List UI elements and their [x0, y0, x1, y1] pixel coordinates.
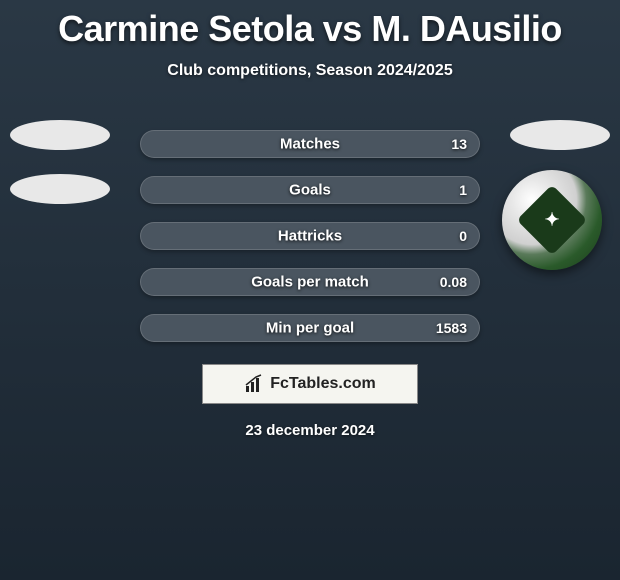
stat-label: Min per goal	[266, 320, 354, 337]
vs-text: vs	[323, 8, 362, 49]
subtitle: Club competitions, Season 2024/2025	[0, 62, 620, 80]
brand-text: FcTables.com	[270, 375, 376, 393]
club-crest: ✦	[502, 170, 602, 270]
stat-row: Goals 1	[140, 176, 480, 204]
placeholder-ellipse	[510, 120, 610, 150]
placeholder-ellipse	[10, 174, 110, 204]
player1-name: Carmine Setola	[58, 8, 313, 49]
chart-icon	[244, 374, 264, 394]
crest-icon: ✦	[544, 210, 559, 231]
right-placeholder-group	[510, 120, 610, 174]
stat-label: Goals per match	[251, 274, 369, 291]
stat-value: 0	[459, 228, 467, 244]
stat-value: 0.08	[440, 274, 467, 290]
date-text: 23 december 2024	[0, 422, 620, 439]
stat-row: Hattricks 0	[140, 222, 480, 250]
stat-label: Matches	[280, 136, 340, 153]
stat-label: Goals	[289, 182, 331, 199]
page-title: Carmine Setola vs M. DAusilio	[0, 0, 620, 50]
stat-value: 13	[451, 136, 467, 152]
stat-row: Min per goal 1583	[140, 314, 480, 342]
stat-row: Goals per match 0.08	[140, 268, 480, 296]
stat-label: Hattricks	[278, 228, 342, 245]
crest-shape: ✦	[517, 185, 588, 256]
stat-value: 1583	[436, 320, 467, 336]
left-placeholder-group	[10, 120, 110, 228]
stat-row: Matches 13	[140, 130, 480, 158]
brand-badge[interactable]: FcTables.com	[202, 364, 418, 404]
player2-name: M. DAusilio	[371, 8, 562, 49]
stat-value: 1	[459, 182, 467, 198]
placeholder-ellipse	[10, 120, 110, 150]
